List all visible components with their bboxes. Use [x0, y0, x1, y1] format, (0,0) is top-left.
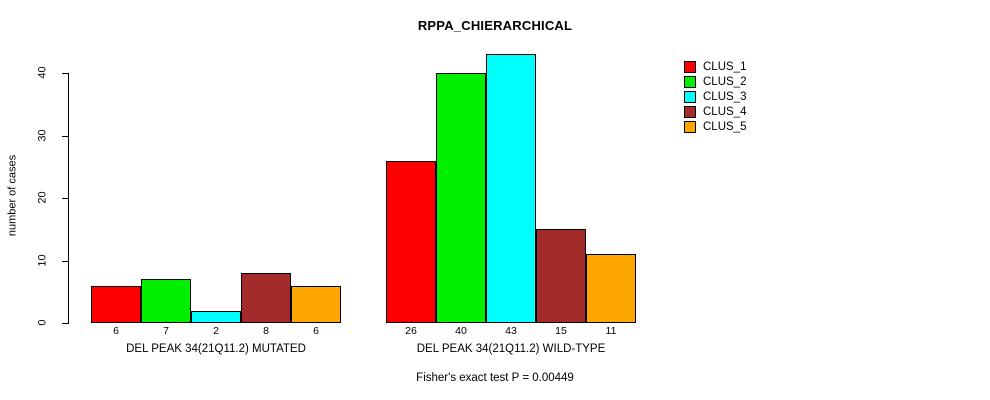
y-axis-tick-label: 20	[36, 191, 49, 204]
legend-item[interactable]: CLUS_2	[684, 75, 824, 90]
bar-count-label: 15	[555, 325, 567, 337]
legend-item[interactable]: CLUS_1	[684, 60, 824, 75]
y-axis-tick-mark	[62, 198, 69, 199]
group-axis-label: DEL PEAK 34(21Q11.2) WILD-TYPE	[416, 343, 606, 355]
bar[interactable]	[191, 310, 241, 323]
bar[interactable]	[241, 273, 291, 323]
bar-count-label: 6	[313, 325, 319, 337]
bar-count-label: 2	[213, 325, 219, 337]
y-axis-tick-mark	[62, 323, 69, 324]
legend: CLUS_1 CLUS_2 CLUS_3 CLUS_4 CLUS_5	[684, 60, 824, 135]
legend-color-swatch-icon	[684, 121, 696, 133]
bar-count-label: 26	[405, 325, 417, 337]
bar-count-label: 8	[263, 325, 269, 337]
legend-item-label: CLUS_4	[703, 106, 747, 118]
chart-title: RPPA_CHIERARCHICAL	[417, 18, 573, 33]
y-axis-tick-mark	[62, 73, 69, 74]
bar[interactable]	[586, 254, 636, 323]
bar-count-label: 11	[605, 325, 617, 337]
legend-item-label: CLUS_3	[703, 91, 747, 103]
legend-item-label: CLUS_2	[703, 76, 747, 88]
bar[interactable]	[536, 229, 586, 323]
legend-color-swatch-icon	[684, 91, 696, 103]
bar[interactable]	[291, 285, 341, 323]
legend-item-label: CLUS_5	[703, 121, 747, 133]
y-axis-tick-label: 40	[36, 66, 49, 79]
legend-color-swatch-icon	[684, 76, 696, 88]
bar-count-label: 6	[113, 325, 119, 337]
footer-note: Fisher's exact test P = 0.00449	[416, 372, 574, 384]
bar-count-label: 43	[505, 325, 517, 337]
bar[interactable]	[141, 279, 191, 323]
y-axis-tick-label: 30	[36, 128, 49, 142]
bar[interactable]	[386, 160, 436, 323]
bar-count-label: 40	[455, 325, 467, 337]
y-axis-tick-mark	[62, 135, 69, 137]
y-axis-tick-label: 0	[36, 319, 49, 326]
legend-color-swatch-icon	[684, 106, 696, 118]
bar[interactable]	[486, 54, 536, 323]
y-axis-tick-mark	[62, 260, 69, 262]
legend-item-label: CLUS_1	[703, 61, 747, 73]
bar[interactable]	[91, 285, 141, 323]
bar-count-label: 7	[163, 325, 169, 337]
legend-item[interactable]: CLUS_3	[684, 90, 824, 105]
y-axis-title: number of cases	[6, 154, 19, 237]
group-axis-label: DEL PEAK 34(21Q11.2) MUTATED	[126, 343, 306, 355]
y-axis-tick-label: 10	[36, 253, 49, 267]
legend-item[interactable]: CLUS_5	[684, 120, 824, 135]
legend-item[interactable]: CLUS_4	[684, 105, 824, 120]
bar[interactable]	[436, 73, 486, 323]
legend-color-swatch-icon	[684, 61, 696, 73]
